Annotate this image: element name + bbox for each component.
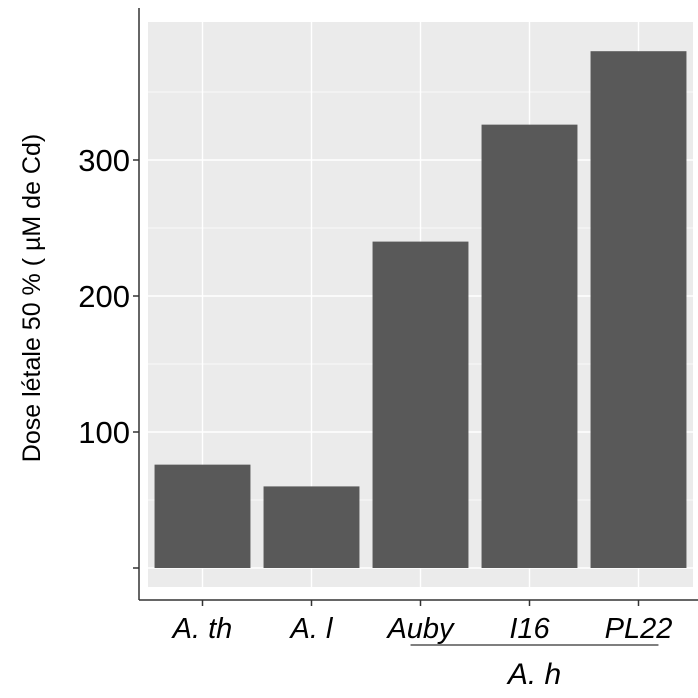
x-tick-label: I16 [509,613,550,645]
x-tick-label: Auby [385,613,455,645]
x-tick-label: A. th [171,613,233,645]
y-tick-label: 300 [78,143,130,178]
bar [481,124,578,568]
y-tick-label: 100 [78,415,130,450]
bars [154,51,687,568]
bar [372,241,469,568]
bar [154,464,251,568]
y-tick-label: 200 [78,279,130,314]
x-axis-ticks: A. th A. l Auby I16 PL22 [171,600,673,645]
y-axis-ticks: 100 200 300 [78,143,139,569]
bar [263,486,360,568]
y-axis-label: Dose létale 50 % ( µM de Cd) [18,134,46,462]
group-label: A. h [506,658,561,691]
x-tick-label: A. l [289,613,334,645]
x-tick-label: PL22 [605,613,673,645]
bar [590,51,687,568]
